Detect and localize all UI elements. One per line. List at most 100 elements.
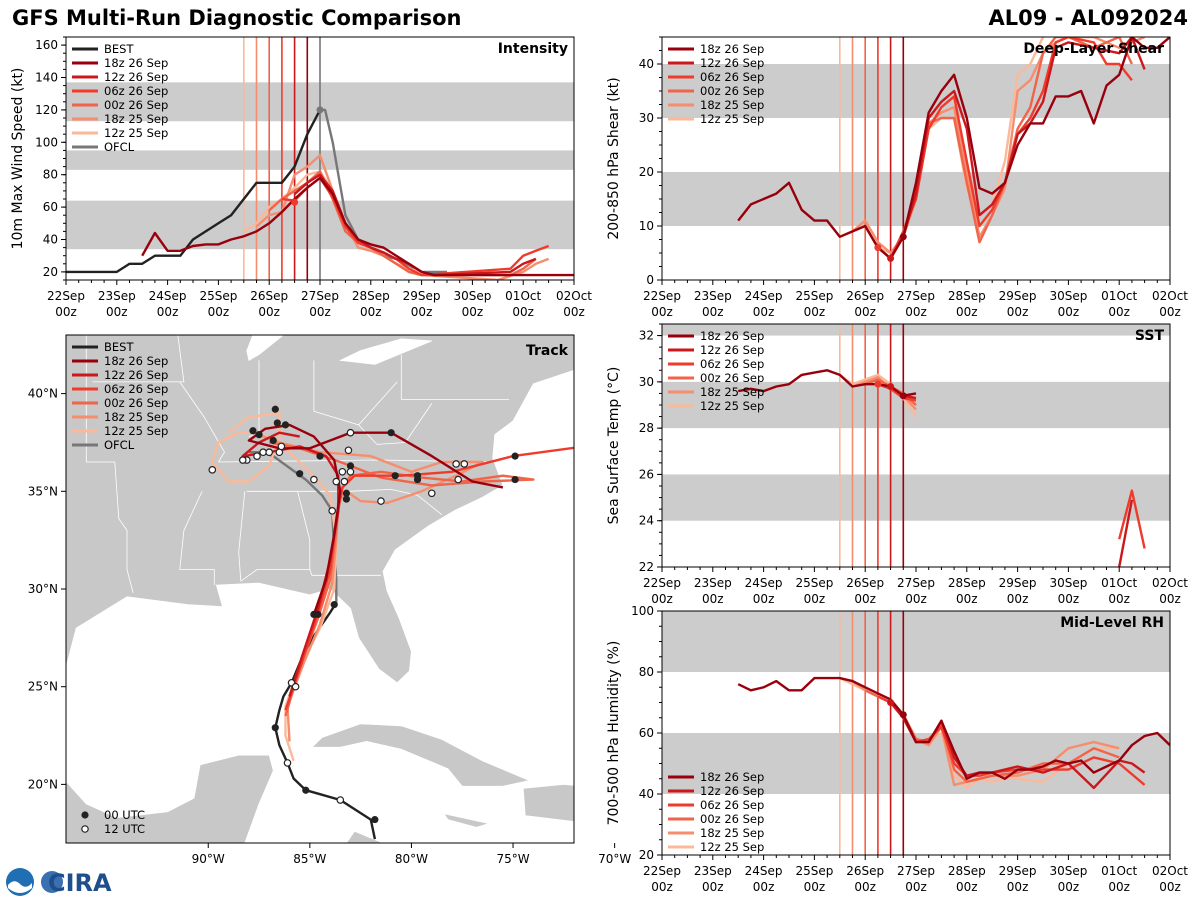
track-marker-00utc (296, 470, 304, 478)
y-tick-label: 60 (639, 726, 654, 740)
series-line-18z-26-sep (737, 37, 1170, 260)
x-tick-label: 24Sep (149, 289, 187, 303)
x-tick-label: 28Sep (948, 289, 986, 303)
x-tick-label: 23Sep (694, 576, 732, 590)
y-tick-label: 140 (35, 71, 58, 85)
legend-label: 18z 26 Sep (104, 56, 168, 70)
track-marker-12utc (328, 507, 336, 515)
series-line-06z-26-sep-late (1118, 489, 1146, 549)
lat-tick-label: 25°N (28, 680, 58, 694)
x-tick-label: 25Sep (795, 576, 833, 590)
lat-tick-label: 30°N (28, 582, 58, 596)
x-tick-label: 01Oct (505, 289, 541, 303)
lake-michigan (246, 335, 285, 362)
y-tick-label: 32 (639, 329, 654, 343)
track-marker-12utc (454, 475, 462, 484)
x-tick-label: 28Sep (352, 289, 390, 303)
series-line-12z-26-sep-late (1118, 499, 1134, 567)
x-tick-label: 00z (258, 305, 280, 319)
series-line-18z-25-sep (255, 154, 550, 280)
lat-tick-label: 40°N (28, 387, 58, 401)
x-tick-label: 00z (157, 305, 179, 319)
x-tick-label: 26Sep (846, 289, 884, 303)
track-marker-12utc (253, 452, 261, 460)
x-tick-label: 02Oct (1152, 576, 1188, 590)
legend-label: 00z 26 Sep (104, 396, 168, 410)
map-frame (65, 334, 575, 844)
legend-label: 18z 25 Sep (700, 98, 764, 112)
x-tick-label: 30Sep (1049, 576, 1087, 590)
track-marker-00utc (413, 475, 422, 484)
x-tick-label: 00z (1159, 305, 1181, 319)
x-tick-label: 00z (956, 592, 978, 606)
legend-label: 18z 26 Sep (700, 42, 764, 56)
border-tn-ga-nc-sc (246, 488, 443, 516)
track-marker-00utc (371, 815, 379, 824)
legend-label: 06z 26 Sep (104, 382, 168, 396)
x-tick-label: 29Sep (999, 576, 1037, 590)
x-tick-label: 27Sep (897, 576, 935, 590)
x-tick-label: 00z (106, 305, 128, 319)
panel-shear: 0 10 20 30 40 22Sep 00z 23Sep 00z 24Sep 00z 25Sep 00… (606, 36, 1188, 319)
x-tick-label: 22Sep (643, 576, 681, 590)
x-tick-label: 28Sep (948, 576, 986, 590)
legend-label: 12z 26 Sep (700, 784, 764, 798)
x-tick-label: 27Sep (897, 289, 935, 303)
x-tick-label: 00z (956, 880, 978, 894)
x-tick-label: 26Sep (846, 576, 884, 590)
land-cuba (310, 723, 531, 787)
x-tick-label: 00z (1159, 592, 1181, 606)
y-tick-label: 100 (631, 604, 654, 618)
track-marker-00utc (249, 427, 257, 435)
x-tick-label: 22Sep (643, 289, 681, 303)
x-tick-label: 00z (702, 880, 724, 894)
map-area (66, 335, 574, 843)
y-tick-label: 100 (35, 135, 58, 149)
track-marker-12utc (238, 456, 247, 464)
legend-label: BEST (104, 340, 134, 354)
shaded-band (662, 474, 1170, 521)
x-tick-label: 29Sep (403, 289, 441, 303)
track-marker-00utc (302, 786, 310, 794)
data-point (874, 244, 882, 252)
legend-label: 00 UTC (104, 808, 145, 822)
track-marker-12utc (460, 460, 469, 468)
x-tick-label: 00z (1058, 305, 1080, 319)
x-tick-label: 22Sep (47, 289, 85, 303)
y-tick-label: 22 (639, 560, 654, 574)
panel-intensity: 20 40 60 80 100 120 140 160 22Sep 00z 23Sep 00z 24Se… (10, 36, 592, 319)
land-hispaniola (522, 783, 574, 822)
track-line-18z-25-sep (252, 431, 484, 742)
x-tick-label: 00z (804, 880, 826, 894)
track-marker-12utc (338, 467, 347, 476)
border-al-ms (238, 491, 246, 582)
x-tick-label: 00z (55, 305, 77, 319)
plot-area (662, 37, 1170, 280)
track-marker-00utc (269, 436, 277, 445)
track-marker-12utc (259, 448, 267, 457)
border-west (85, 335, 115, 463)
panel-rh: 20 40 60 80 100 22Sep 00z 23Sep 00z 24Sep 00z 25Sep… (606, 604, 1188, 894)
legend-label: 18z 26 Sep (700, 770, 764, 784)
track-marker-12utc (310, 475, 318, 484)
track-marker-00utc (511, 452, 519, 460)
x-tick-label: 27Sep (897, 864, 935, 878)
data-point (887, 382, 895, 390)
x-tick-label: 00z (804, 305, 826, 319)
track-marker-12utc (291, 682, 300, 691)
track-marker-12utc (344, 446, 353, 455)
x-tick-label: 00z (309, 305, 331, 319)
x-tick-label: 28Sep (948, 864, 986, 878)
lon-tick-label: 70°W (598, 852, 631, 866)
x-tick-label: 29Sep (999, 864, 1037, 878)
track-marker-12utc (208, 466, 217, 474)
x-tick-label: 00z (411, 305, 433, 319)
legend-label: 12z 25 Sep (700, 112, 764, 126)
track-marker-00utc (346, 462, 355, 470)
lat-tick-label: 20°N (28, 777, 58, 791)
border-wv (358, 403, 433, 445)
lon-tick-label: 80°W (395, 852, 428, 866)
track-marker-12utc (336, 796, 345, 804)
y-tick-label: 60 (43, 200, 58, 214)
shaded-band (662, 611, 1170, 672)
